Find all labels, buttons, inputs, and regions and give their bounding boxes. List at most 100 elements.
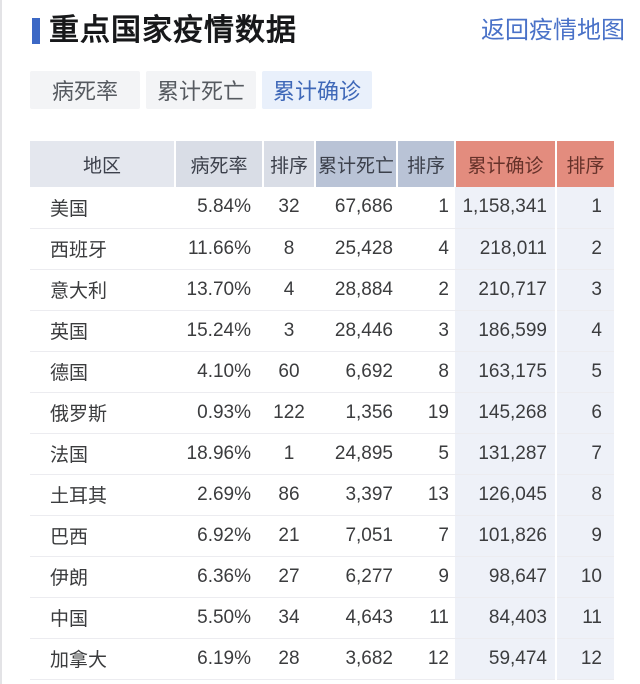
confirmed-cell: 126,045 (455, 474, 557, 516)
region-cell: 西班牙 (30, 228, 175, 270)
tab-total-confirmed[interactable]: 累计确诊 (262, 71, 372, 109)
tab-total-deaths[interactable]: 累计死亡 (146, 71, 256, 109)
deaths-cell: 28,884 (315, 269, 397, 311)
confirmed-cell: 145,268 (455, 392, 557, 434)
region-cell: 德国 (30, 351, 175, 393)
deaths-cell: 67,686 (315, 187, 397, 229)
deaths-rank-cell: 13 (397, 474, 455, 516)
region-cell: 法国 (30, 433, 175, 475)
rate-rank-cell: 28 (263, 638, 315, 680)
deaths-rank-cell: 5 (397, 433, 455, 475)
column-header-fatality-rate: 病死率 (175, 141, 264, 187)
country-data-table: 地区 病死率 排序 累计死亡 排序 累计确诊 排序 美国 5.84% 32 67,68… (30, 141, 614, 680)
fatality-rate-cell: 2.69% (175, 474, 263, 516)
deaths-cell: 1,356 (315, 392, 397, 434)
confirmed-cell: 131,287 (455, 433, 557, 475)
column-header-total-confirmed: 累计确诊 (455, 141, 557, 187)
rate-rank-cell: 34 (263, 597, 315, 639)
back-to-map-link[interactable]: 返回疫情地图 (481, 17, 625, 44)
table-row: 西班牙 11.66% 8 25,428 4 218,011 2 (30, 228, 614, 270)
table-header-row: 地区 病死率 排序 累计死亡 排序 累计确诊 排序 (30, 141, 614, 187)
table-row: 伊朗 6.36% 27 6,277 9 98,647 10 (30, 556, 614, 598)
title-wrap: 重点国家疫情数据 (32, 16, 297, 46)
fatality-rate-cell: 11.66% (175, 228, 263, 270)
table-row: 中国 5.50% 34 4,643 11 84,403 11 (30, 597, 614, 639)
confirmed-rank-cell: 8 (556, 474, 614, 516)
fatality-rate-cell: 15.24% (175, 310, 263, 352)
deaths-rank-cell: 8 (397, 351, 455, 393)
confirmed-cell: 186,599 (455, 310, 557, 352)
table-header: 地区 病死率 排序 累计死亡 排序 累计确诊 排序 (30, 141, 614, 187)
column-header-region: 地区 (30, 141, 176, 187)
fatality-rate-cell: 13.70% (175, 269, 263, 311)
deaths-rank-cell: 19 (397, 392, 455, 434)
rate-rank-cell: 8 (263, 228, 315, 270)
confirmed-rank-cell: 11 (556, 597, 614, 639)
column-header-rate-rank: 排序 (263, 141, 316, 187)
confirmed-cell: 101,826 (455, 515, 557, 557)
fatality-rate-cell: 5.50% (175, 597, 263, 639)
table-row: 法国 18.96% 1 24,895 5 131,287 7 (30, 433, 614, 475)
deaths-rank-cell: 11 (397, 597, 455, 639)
confirmed-rank-cell: 5 (556, 351, 614, 393)
confirmed-cell: 98,647 (455, 556, 557, 598)
fatality-rate-cell: 6.19% (175, 638, 263, 680)
confirmed-rank-cell: 12 (556, 638, 614, 680)
table-row: 美国 5.84% 32 67,686 1 1,158,341 1 (30, 187, 614, 229)
deaths-cell: 4,643 (315, 597, 397, 639)
rate-rank-cell: 86 (263, 474, 315, 516)
deaths-cell: 6,277 (315, 556, 397, 598)
region-cell: 俄罗斯 (30, 392, 175, 434)
confirmed-cell: 218,011 (455, 228, 557, 270)
fatality-rate-cell: 0.93% (175, 392, 263, 434)
confirmed-cell: 84,403 (455, 597, 557, 639)
region-cell: 土耳其 (30, 474, 175, 516)
page-header: 重点国家疫情数据 返回疫情地图 (2, 0, 640, 46)
deaths-cell: 28,446 (315, 310, 397, 352)
rate-rank-cell: 4 (263, 269, 315, 311)
deaths-cell: 24,895 (315, 433, 397, 475)
column-header-total-deaths: 累计死亡 (315, 141, 398, 187)
region-cell: 意大利 (30, 269, 175, 311)
fatality-rate-cell: 5.84% (175, 187, 263, 229)
deaths-cell: 7,051 (315, 515, 397, 557)
rate-rank-cell: 32 (263, 187, 315, 229)
fatality-rate-cell: 6.92% (175, 515, 263, 557)
rate-rank-cell: 1 (263, 433, 315, 475)
region-cell: 美国 (30, 187, 175, 229)
table-row: 加拿大 6.19% 28 3,682 12 59,474 12 (30, 638, 614, 680)
deaths-cell: 25,428 (315, 228, 397, 270)
region-cell: 中国 (30, 597, 175, 639)
region-cell: 伊朗 (30, 556, 175, 598)
confirmed-rank-cell: 2 (556, 228, 614, 270)
tab-fatality-rate[interactable]: 病死率 (30, 71, 140, 109)
table-row: 俄罗斯 0.93% 122 1,356 19 145,268 6 (30, 392, 614, 434)
deaths-rank-cell: 4 (397, 228, 455, 270)
confirmed-rank-cell: 10 (556, 556, 614, 598)
confirmed-rank-cell: 3 (556, 269, 614, 311)
confirmed-rank-cell: 6 (556, 392, 614, 434)
deaths-rank-cell: 1 (397, 187, 455, 229)
deaths-rank-cell: 7 (397, 515, 455, 557)
confirmed-cell: 1,158,341 (455, 187, 557, 229)
confirmed-cell: 163,175 (455, 351, 557, 393)
table-row: 德国 4.10% 60 6,692 8 163,175 5 (30, 351, 614, 393)
region-cell: 加拿大 (30, 638, 175, 680)
deaths-cell: 6,692 (315, 351, 397, 393)
region-cell: 英国 (30, 310, 175, 352)
deaths-rank-cell: 2 (397, 269, 455, 311)
sort-tabs: 病死率 累计死亡 累计确诊 (30, 71, 640, 109)
confirmed-rank-cell: 7 (556, 433, 614, 475)
rate-rank-cell: 27 (263, 556, 315, 598)
column-header-confirmed-rank: 排序 (556, 141, 614, 187)
rate-rank-cell: 122 (263, 392, 315, 434)
confirmed-rank-cell: 9 (556, 515, 614, 557)
deaths-cell: 3,682 (315, 638, 397, 680)
table-row: 土耳其 2.69% 86 3,397 13 126,045 8 (30, 474, 614, 516)
title-accent-bar (32, 18, 40, 44)
fatality-rate-cell: 6.36% (175, 556, 263, 598)
confirmed-cell: 59,474 (455, 638, 557, 680)
confirmed-rank-cell: 1 (556, 187, 614, 229)
confirmed-rank-cell: 4 (556, 310, 614, 352)
